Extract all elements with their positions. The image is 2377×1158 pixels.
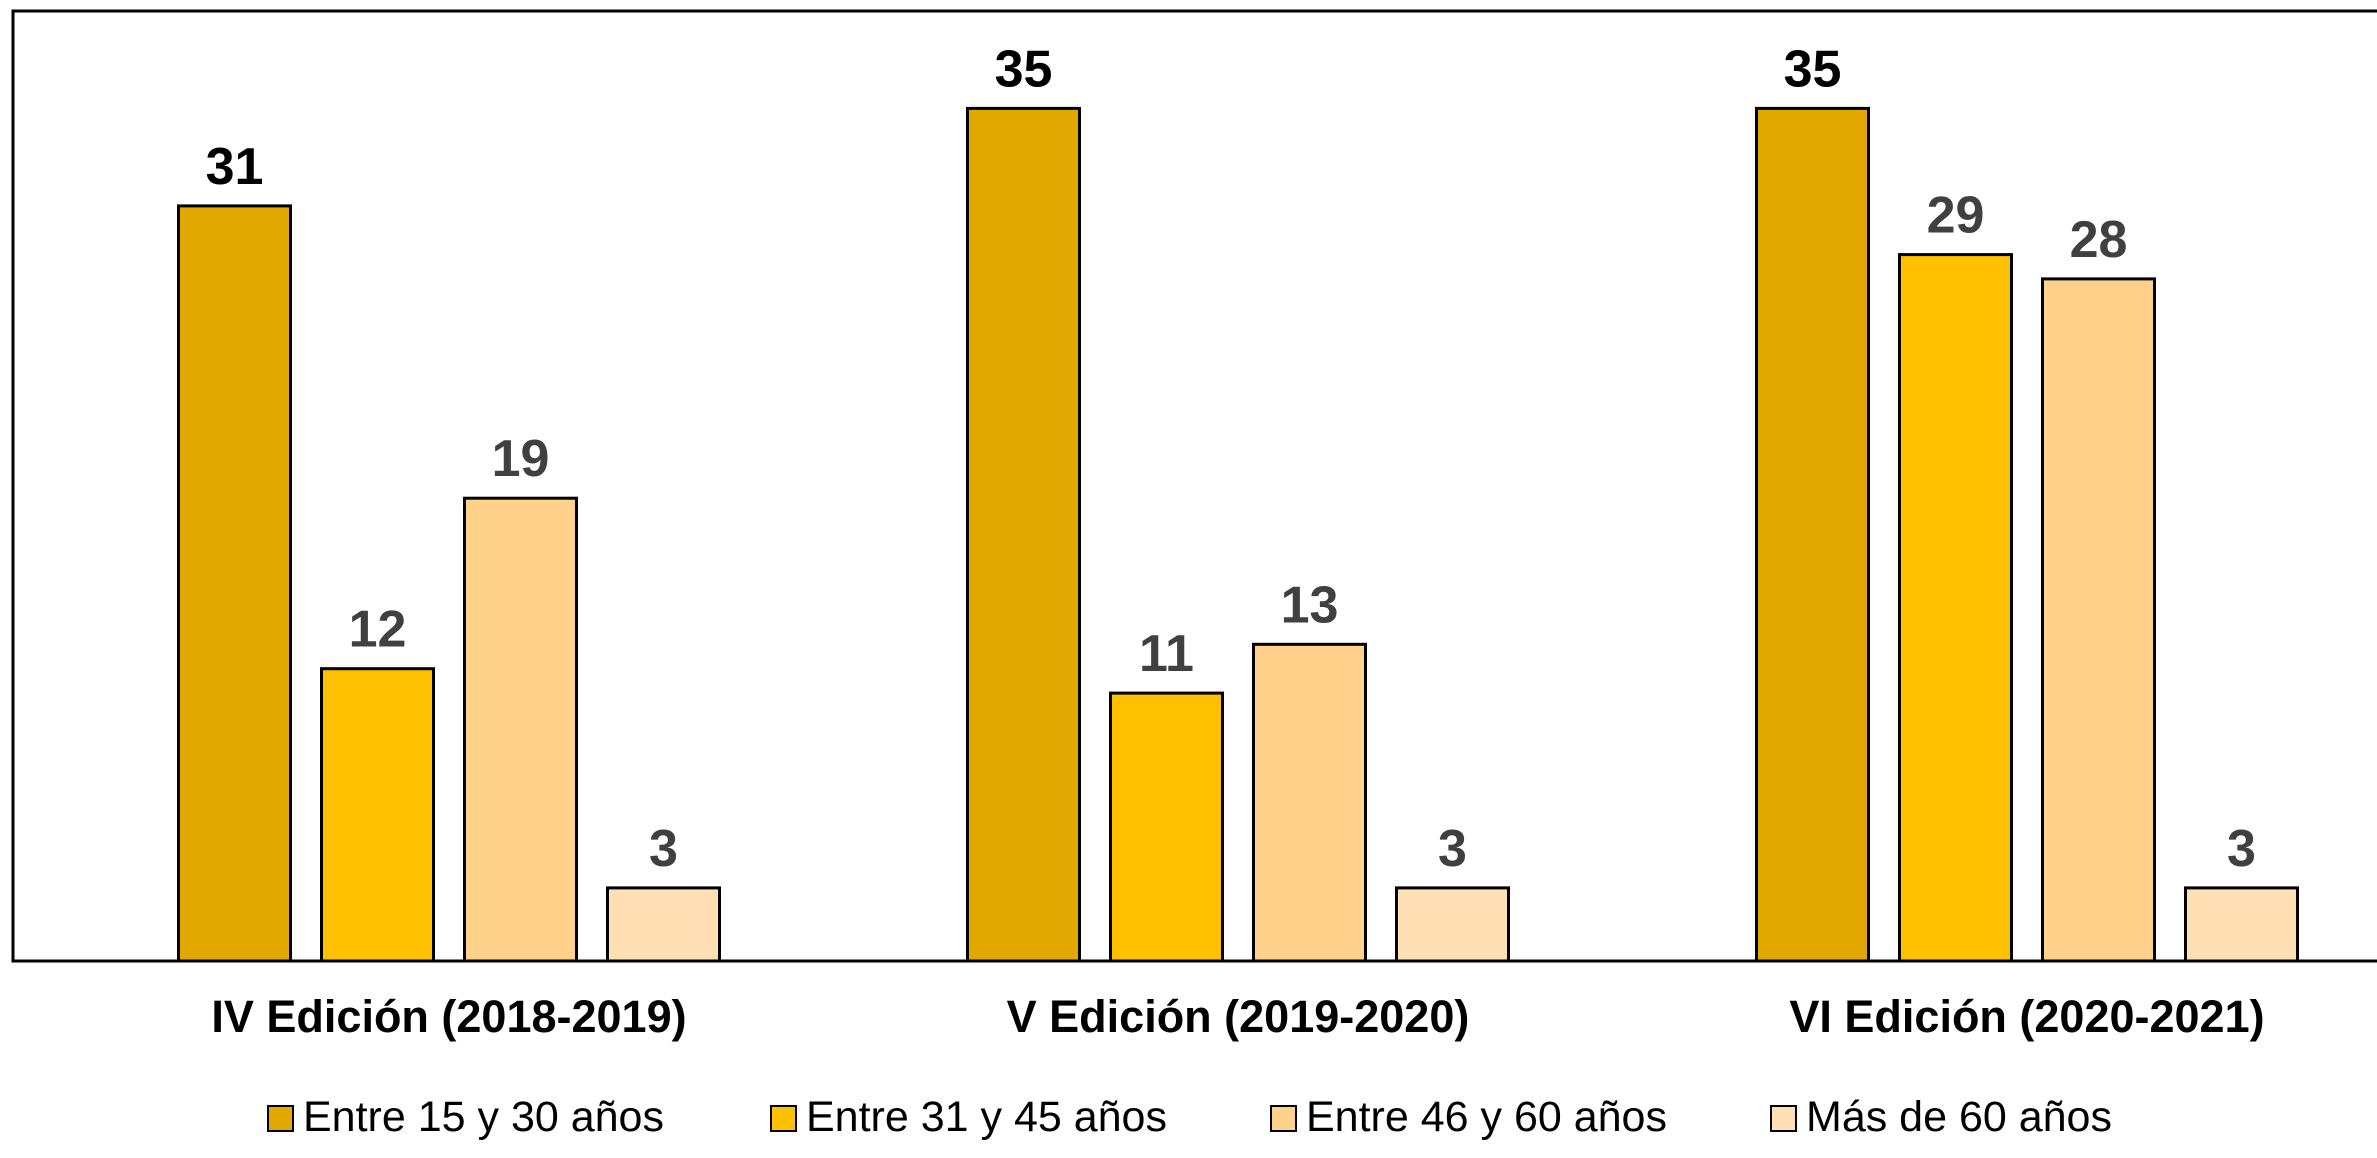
data-label-2-3: 13 <box>1281 576 1339 634</box>
category-label-1: IV Edición (2018-2019) <box>211 991 686 1042</box>
data-label-1-2: 12 <box>349 601 407 659</box>
legend-label-1: Entre 15 y 30 años <box>303 1093 664 1141</box>
data-label-1-3: 19 <box>492 430 550 488</box>
bar-1-1 <box>177 204 292 963</box>
bar-1-3 <box>463 496 578 963</box>
bar-2-2 <box>1109 691 1224 963</box>
category-axis-labels: IV Edición (2018-2019) V Edición (2019-20… <box>211 991 2264 1042</box>
data-label-2-4: 3 <box>1438 820 1467 878</box>
data-label-1-4: 3 <box>649 820 678 878</box>
data-label-3-3: 28 <box>2070 211 2128 269</box>
legend-swatch-3 <box>1270 1105 1297 1132</box>
data-labels-layer: 31 12 19 3 35 11 13 3 35 29 28 3 <box>206 40 2256 878</box>
legend-swatch-1 <box>267 1105 294 1132</box>
category-label-2: V Edición (2019-2020) <box>1007 991 1470 1042</box>
bar-3-1 <box>1755 106 1870 963</box>
legend-label-3: Entre 46 y 60 años <box>1306 1093 1667 1141</box>
data-label-2-1: 35 <box>995 40 1053 98</box>
legend-label-2: Entre 31 y 45 años <box>806 1093 1167 1141</box>
data-label-3-4: 3 <box>2227 820 2256 878</box>
bar-1-4 <box>606 886 721 963</box>
bar-3-3 <box>2041 277 2156 963</box>
legend-swatch-4 <box>1770 1105 1797 1132</box>
bar-3-2 <box>1898 253 2013 963</box>
bar-3-4 <box>2184 886 2299 963</box>
legend: Entre 15 y 30 años Entre 31 y 45 años Entr… <box>267 1093 2112 1141</box>
data-label-3-2: 29 <box>1927 187 1985 245</box>
data-label-1-1: 31 <box>206 138 264 196</box>
bar-2-3 <box>1252 642 1367 963</box>
legend-label-4: Más de 60 años <box>1806 1093 2112 1141</box>
bar-2-1 <box>966 106 1081 963</box>
data-label-3-1: 35 <box>1784 40 1842 98</box>
legend-swatch-2 <box>770 1105 797 1132</box>
bar-1-2 <box>320 667 435 963</box>
bar-2-4 <box>1395 886 1510 963</box>
data-label-2-2: 11 <box>1139 625 1194 683</box>
bars-layer <box>177 106 2299 963</box>
category-label-3: VI Edición (2020-2021) <box>1789 991 2264 1042</box>
